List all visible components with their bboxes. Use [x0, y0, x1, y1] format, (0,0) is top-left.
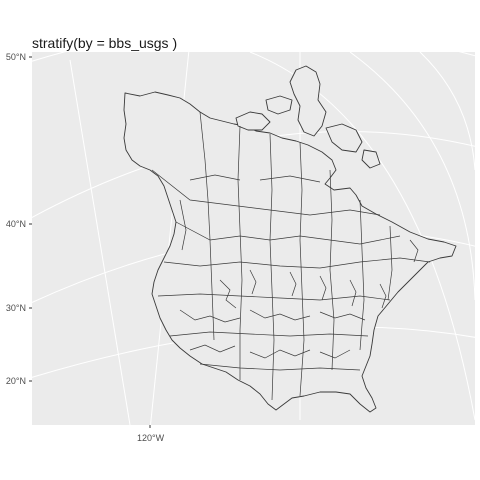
lon-label-120w: 120°W: [137, 433, 165, 443]
strata-boundaries: [151, 111, 431, 401]
lat-label-30: 30°N: [5, 303, 26, 313]
plot-title: stratify(by = bbs_usgs ): [32, 35, 178, 51]
arctic-island: [265, 95, 293, 115]
arctic-island: [361, 149, 381, 169]
lat-label-40: 40°N: [5, 219, 26, 229]
lat-label-20: 20°N: [5, 376, 26, 386]
arctic-island: [325, 123, 363, 153]
lat-label-50: 50°N: [5, 52, 26, 62]
axis-ticks: [29, 56, 151, 428]
arctic-island: [289, 65, 327, 137]
